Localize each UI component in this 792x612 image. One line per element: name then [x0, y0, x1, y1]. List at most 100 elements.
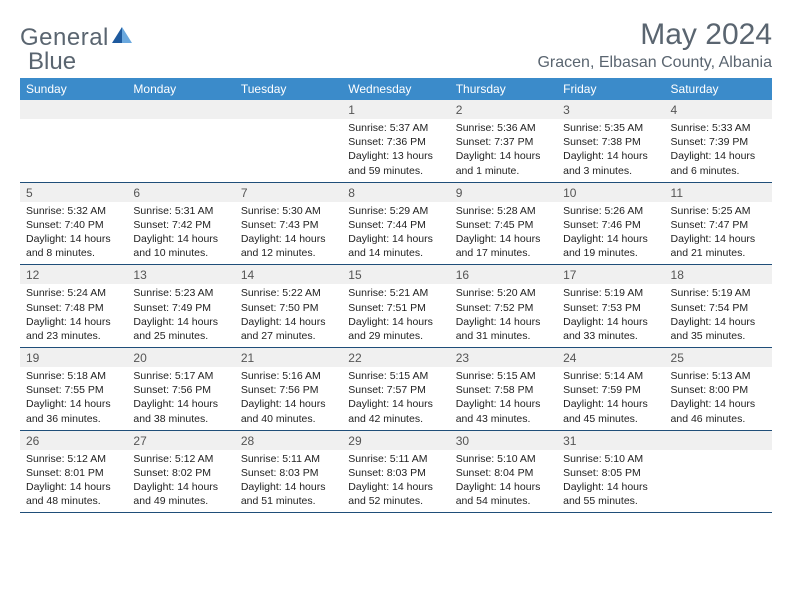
sunrise-line: Sunrise: 5:37 AM — [348, 121, 443, 135]
sunrise-line: Sunrise: 5:21 AM — [348, 286, 443, 300]
day-content: Sunrise: 5:20 AMSunset: 7:52 PMDaylight:… — [450, 284, 557, 347]
day-content: Sunrise: 5:19 AMSunset: 7:54 PMDaylight:… — [665, 284, 772, 347]
day-cell: 29Sunrise: 5:11 AMSunset: 8:03 PMDayligh… — [342, 431, 449, 513]
day-content: Sunrise: 5:15 AMSunset: 7:57 PMDaylight:… — [342, 367, 449, 430]
daylight-line: Daylight: 14 hours and 55 minutes. — [563, 480, 658, 508]
day-number: 24 — [557, 348, 664, 367]
day-cell: 14Sunrise: 5:22 AMSunset: 7:50 PMDayligh… — [235, 265, 342, 347]
sunrise-line: Sunrise: 5:12 AM — [133, 452, 228, 466]
sunset-line: Sunset: 8:03 PM — [348, 466, 443, 480]
day-number: 26 — [20, 431, 127, 450]
day-number: 5 — [20, 183, 127, 202]
day-content: Sunrise: 5:31 AMSunset: 7:42 PMDaylight:… — [127, 202, 234, 265]
week-row: 12Sunrise: 5:24 AMSunset: 7:48 PMDayligh… — [20, 265, 772, 348]
day-number: 30 — [450, 431, 557, 450]
day-number: 6 — [127, 183, 234, 202]
day-number: 20 — [127, 348, 234, 367]
day-number: 17 — [557, 265, 664, 284]
sunset-line: Sunset: 7:40 PM — [26, 218, 121, 232]
day-number: 3 — [557, 100, 664, 119]
day-content: Sunrise: 5:32 AMSunset: 7:40 PMDaylight:… — [20, 202, 127, 265]
sunset-line: Sunset: 7:45 PM — [456, 218, 551, 232]
day-content: Sunrise: 5:17 AMSunset: 7:56 PMDaylight:… — [127, 367, 234, 430]
day-content: Sunrise: 5:30 AMSunset: 7:43 PMDaylight:… — [235, 202, 342, 265]
day-cell: 19Sunrise: 5:18 AMSunset: 7:55 PMDayligh… — [20, 348, 127, 430]
day-content: Sunrise: 5:25 AMSunset: 7:47 PMDaylight:… — [665, 202, 772, 265]
daylight-line: Daylight: 14 hours and 10 minutes. — [133, 232, 228, 260]
sunset-line: Sunset: 7:42 PM — [133, 218, 228, 232]
weekday-header: Saturday — [665, 78, 772, 100]
sunset-line: Sunset: 7:51 PM — [348, 301, 443, 315]
daylight-line: Daylight: 14 hours and 27 minutes. — [241, 315, 336, 343]
day-number: 23 — [450, 348, 557, 367]
daylight-line: Daylight: 14 hours and 1 minute. — [456, 149, 551, 177]
daylight-line: Daylight: 14 hours and 43 minutes. — [456, 397, 551, 425]
day-cell: 24Sunrise: 5:14 AMSunset: 7:59 PMDayligh… — [557, 348, 664, 430]
day-content: Sunrise: 5:12 AMSunset: 8:02 PMDaylight:… — [127, 450, 234, 513]
day-content: Sunrise: 5:23 AMSunset: 7:49 PMDaylight:… — [127, 284, 234, 347]
weekday-header: Tuesday — [235, 78, 342, 100]
sunrise-line: Sunrise: 5:36 AM — [456, 121, 551, 135]
daylight-line: Daylight: 14 hours and 19 minutes. — [563, 232, 658, 260]
sunset-line: Sunset: 7:55 PM — [26, 383, 121, 397]
sunrise-line: Sunrise: 5:26 AM — [563, 204, 658, 218]
sunset-line: Sunset: 7:36 PM — [348, 135, 443, 149]
day-cell: 15Sunrise: 5:21 AMSunset: 7:51 PMDayligh… — [342, 265, 449, 347]
day-number: 25 — [665, 348, 772, 367]
daylight-line: Daylight: 14 hours and 48 minutes. — [26, 480, 121, 508]
week-row: 26Sunrise: 5:12 AMSunset: 8:01 PMDayligh… — [20, 431, 772, 514]
sunrise-line: Sunrise: 5:32 AM — [26, 204, 121, 218]
day-cell — [20, 100, 127, 182]
month-title: May 2024 — [537, 18, 772, 52]
daylight-line: Daylight: 14 hours and 45 minutes. — [563, 397, 658, 425]
day-cell: 17Sunrise: 5:19 AMSunset: 7:53 PMDayligh… — [557, 265, 664, 347]
sunrise-line: Sunrise: 5:16 AM — [241, 369, 336, 383]
day-number: 27 — [127, 431, 234, 450]
sunrise-line: Sunrise: 5:18 AM — [26, 369, 121, 383]
day-cell: 6Sunrise: 5:31 AMSunset: 7:42 PMDaylight… — [127, 183, 234, 265]
day-cell: 27Sunrise: 5:12 AMSunset: 8:02 PMDayligh… — [127, 431, 234, 513]
day-number: 29 — [342, 431, 449, 450]
day-cell: 21Sunrise: 5:16 AMSunset: 7:56 PMDayligh… — [235, 348, 342, 430]
day-number-empty — [665, 431, 772, 450]
day-number: 8 — [342, 183, 449, 202]
sunrise-line: Sunrise: 5:19 AM — [671, 286, 766, 300]
day-cell: 7Sunrise: 5:30 AMSunset: 7:43 PMDaylight… — [235, 183, 342, 265]
daylight-line: Daylight: 14 hours and 46 minutes. — [671, 397, 766, 425]
sunset-line: Sunset: 7:44 PM — [348, 218, 443, 232]
day-number: 10 — [557, 183, 664, 202]
day-content: Sunrise: 5:10 AMSunset: 8:04 PMDaylight:… — [450, 450, 557, 513]
daylight-line: Daylight: 14 hours and 52 minutes. — [348, 480, 443, 508]
weekday-header: Monday — [127, 78, 234, 100]
day-number: 9 — [450, 183, 557, 202]
day-content: Sunrise: 5:14 AMSunset: 7:59 PMDaylight:… — [557, 367, 664, 430]
sunset-line: Sunset: 7:53 PM — [563, 301, 658, 315]
daylight-line: Daylight: 14 hours and 31 minutes. — [456, 315, 551, 343]
daylight-line: Daylight: 14 hours and 3 minutes. — [563, 149, 658, 177]
day-number: 7 — [235, 183, 342, 202]
sunrise-line: Sunrise: 5:24 AM — [26, 286, 121, 300]
day-content: Sunrise: 5:11 AMSunset: 8:03 PMDaylight:… — [235, 450, 342, 513]
day-content: Sunrise: 5:10 AMSunset: 8:05 PMDaylight:… — [557, 450, 664, 513]
sunset-line: Sunset: 8:01 PM — [26, 466, 121, 480]
sunset-line: Sunset: 7:47 PM — [671, 218, 766, 232]
daylight-line: Daylight: 14 hours and 51 minutes. — [241, 480, 336, 508]
day-cell: 2Sunrise: 5:36 AMSunset: 7:37 PMDaylight… — [450, 100, 557, 182]
title-block: May 2024 Gracen, Elbasan County, Albania — [537, 18, 772, 72]
day-number-empty — [127, 100, 234, 119]
day-number: 18 — [665, 265, 772, 284]
sunset-line: Sunset: 7:52 PM — [456, 301, 551, 315]
day-cell — [127, 100, 234, 182]
sunrise-line: Sunrise: 5:31 AM — [133, 204, 228, 218]
day-number: 14 — [235, 265, 342, 284]
day-content: Sunrise: 5:24 AMSunset: 7:48 PMDaylight:… — [20, 284, 127, 347]
day-number: 13 — [127, 265, 234, 284]
daylight-line: Daylight: 14 hours and 21 minutes. — [671, 232, 766, 260]
sunrise-line: Sunrise: 5:19 AM — [563, 286, 658, 300]
calendar: Sunday Monday Tuesday Wednesday Thursday… — [20, 78, 772, 513]
day-content: Sunrise: 5:36 AMSunset: 7:37 PMDaylight:… — [450, 119, 557, 182]
day-number: 21 — [235, 348, 342, 367]
daylight-line: Daylight: 14 hours and 35 minutes. — [671, 315, 766, 343]
day-number: 22 — [342, 348, 449, 367]
day-content: Sunrise: 5:18 AMSunset: 7:55 PMDaylight:… — [20, 367, 127, 430]
